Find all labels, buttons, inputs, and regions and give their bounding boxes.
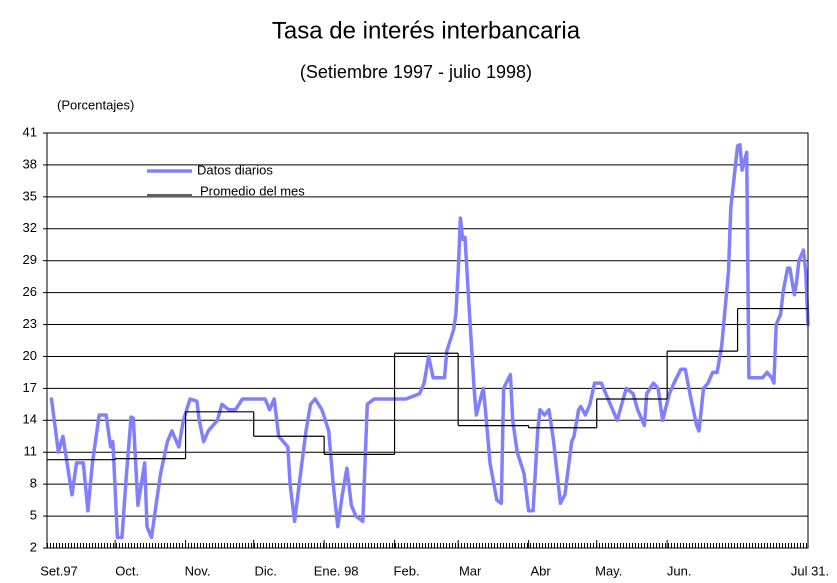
y-axis-label: (Porcentajes) [57, 97, 134, 112]
x-tick-label: Dic. [255, 563, 277, 578]
x-tick-label: Jul 31. [791, 563, 829, 578]
y-tick-label: 35 [23, 188, 37, 203]
x-tick-label: Feb. [394, 563, 420, 578]
x-tick-label: May. [595, 563, 622, 578]
chart-subtitle: (Setiembre 1997 - julio 1998) [300, 62, 532, 82]
daily-line [49, 142, 810, 540]
legend-label: Promedio del mes [200, 183, 305, 198]
minor-ticks [47, 543, 808, 548]
y-tick-label: 29 [23, 252, 37, 267]
y-tick-label: 26 [23, 284, 37, 299]
plot-frame [46, 132, 809, 549]
y-tick-label: 5 [30, 508, 37, 523]
y-tick-label: 8 [30, 476, 37, 491]
y-tick-label: 2 [30, 539, 37, 554]
x-tick-label: Nov. [185, 563, 211, 578]
x-tick-label: Abr [530, 563, 551, 578]
y-tick-label: 17 [23, 380, 37, 395]
legend: Datos diarios Promedio del mes [147, 162, 305, 198]
x-tick-label: Set.97 [40, 563, 78, 578]
legend-label: Datos diarios [197, 162, 273, 177]
y-tick-label: 41 [23, 124, 37, 139]
y-tick-label: 11 [24, 444, 38, 459]
y-tick-label: 32 [23, 220, 37, 235]
y-tick-label: 23 [23, 316, 37, 331]
y-tick-label: 38 [23, 156, 37, 171]
x-tick-label: Mar [459, 563, 482, 578]
x-tick-label: Ene. 98 [314, 563, 359, 578]
chart-title: Tasa de interés interbancaria [272, 17, 581, 44]
x-tick-label: Jun. [667, 563, 692, 578]
plot [47, 142, 810, 540]
x-tick-label: Oct. [115, 563, 139, 578]
y-tick-label: 20 [23, 348, 37, 363]
y-tick-label: 14 [23, 412, 37, 427]
